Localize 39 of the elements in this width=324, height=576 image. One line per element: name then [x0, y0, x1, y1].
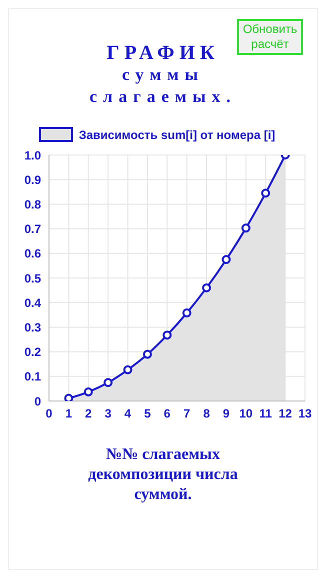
point: [123, 365, 132, 374]
point: [142, 350, 152, 359]
y-tick-label: 0.2: [24, 345, 42, 360]
point: [241, 224, 250, 233]
y-tick-label: 0.3: [24, 320, 42, 334]
x-tick-label: 8: [203, 406, 210, 421]
y-tick-label: 0.7: [24, 222, 42, 236]
y-tick-label: 0.5: [24, 271, 42, 286]
point: [84, 387, 93, 396]
x-tick-label: 10: [239, 406, 253, 421]
y-tick-label: 0: [34, 394, 42, 408]
y-tick-label: 0.6: [24, 246, 42, 261]
x-axis-title: №№ слагаемых декомпозиции числа суммой.: [87, 445, 239, 505]
x-tick-label: 12: [278, 406, 292, 421]
x-tick-label: 11: [259, 406, 272, 421]
point: [202, 283, 212, 292]
x-tick-label: 1: [65, 406, 72, 421]
point: [64, 394, 74, 401]
point: [261, 188, 270, 198]
x-tick-label: 7: [184, 406, 190, 421]
x-tick-label: 4: [124, 406, 132, 421]
point: [162, 330, 172, 340]
y-tick-label: 0.9: [24, 172, 42, 187]
text: Обновить расчёт: [237, 19, 303, 55]
legend-label: Зависимость sum[i] от номера [i]: [78, 128, 276, 142]
x-tick-label: 5: [144, 406, 152, 421]
point: [222, 255, 231, 264]
x-tick-label: 0: [46, 406, 53, 421]
point: [182, 308, 192, 318]
x-tick-label: 9: [222, 406, 230, 421]
x-tick-label: 3: [104, 406, 112, 421]
x-tick-label: 6: [164, 406, 171, 421]
point: [104, 378, 113, 388]
y-tick-label: 0.1: [24, 370, 42, 384]
y-tick-label: 1.0: [24, 148, 42, 162]
y-tick-label: 0.8: [24, 197, 42, 212]
y-tick-label: 0.4: [24, 296, 42, 310]
x-tick-label: 2: [85, 406, 92, 421]
x-tick-label: 13: [298, 406, 312, 421]
